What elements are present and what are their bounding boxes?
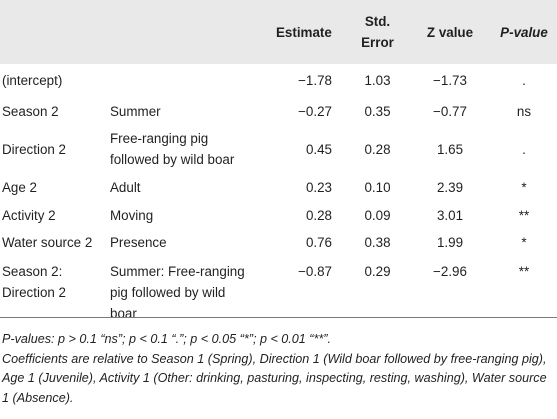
cell-std-error: 0.28 xyxy=(364,141,391,157)
cell-std-error: 1.03 xyxy=(364,73,391,88)
cell-std-error: 0.29 xyxy=(364,264,391,279)
cell-level-line2: pig followed by wild xyxy=(110,285,226,300)
footnote-p-values: P-values: p > 0.1 “ns”; p < 0.1 “.”; p <… xyxy=(2,332,331,346)
cell-level: Presence xyxy=(110,235,167,250)
cell-level-line1: Summer: Free-ranging xyxy=(110,264,245,279)
table-row: Age 2 Adult 0.23 0.10 2.39 * xyxy=(0,173,557,202)
cell-p-value: * xyxy=(521,235,527,250)
table-bottom-rule xyxy=(0,317,557,318)
header-std-error: Std. Error xyxy=(346,0,409,64)
footnote-coefficients: Coefficients are relative to Season 1 (S… xyxy=(2,351,547,405)
cell-p-value: . xyxy=(522,141,526,157)
cell-std-error: 0.10 xyxy=(364,180,391,195)
header-std-error-line2: Error xyxy=(361,35,394,50)
table-row: Direction 2 Free-ranging pig followed by… xyxy=(0,125,557,173)
table-footnotes: P-values: p > 0.1 “ns”; p < 0.1 “.”; p <… xyxy=(2,330,554,408)
header-z-value: Z value xyxy=(426,24,474,40)
table-row: Season 2 Summer −0.27 0.35 −0.77 ns xyxy=(0,97,557,125)
cell-z-value: −0.77 xyxy=(433,103,467,119)
regression-results-table: Estimate Std. Error Z value P-value (int… xyxy=(0,0,557,324)
cell-variable: Activity 2 xyxy=(2,207,56,223)
cell-level xyxy=(106,64,266,97)
cell-estimate: 0.45 xyxy=(305,141,332,157)
header-variable xyxy=(0,0,106,64)
cell-level-line1: Free-ranging pig xyxy=(110,131,209,146)
cell-level: Moving xyxy=(110,207,154,223)
header-estimate: Estimate xyxy=(276,24,332,40)
cell-estimate: −1.78 xyxy=(298,73,332,88)
results-table-container: Estimate Std. Error Z value P-value (int… xyxy=(0,0,557,324)
cell-z-value: −1.73 xyxy=(433,73,467,88)
table-row: Season 2: Direction 2 Summer: Free-rangi… xyxy=(0,257,557,324)
cell-z-value: 1.65 xyxy=(436,141,464,157)
cell-variable: (intercept) xyxy=(2,73,63,88)
cell-level: Free-ranging pig followed by wild boar xyxy=(106,125,266,173)
cell-p-value: ** xyxy=(518,207,530,223)
cell-std-error: 0.35 xyxy=(364,103,391,119)
cell-estimate: 0.23 xyxy=(305,180,332,195)
table-header-row: Estimate Std. Error Z value P-value xyxy=(0,0,557,64)
table-row: Water source 2 Presence 0.76 0.38 1.99 * xyxy=(0,228,557,257)
cell-std-error: 0.38 xyxy=(364,235,391,250)
header-std-error-line1: Std. xyxy=(364,14,391,29)
cell-estimate: 0.76 xyxy=(305,235,332,250)
cell-p-value: . xyxy=(522,73,526,88)
cell-variable: Season 2 xyxy=(2,103,59,119)
cell-level-line3: boar xyxy=(110,306,137,321)
cell-level: Summer xyxy=(110,103,161,119)
cell-z-value: 2.39 xyxy=(436,180,464,195)
cell-p-value: * xyxy=(521,180,527,195)
header-level xyxy=(106,0,266,64)
cell-z-value: 3.01 xyxy=(436,207,464,223)
cell-level: Summer: Free-ranging pig followed by wil… xyxy=(106,257,266,324)
cell-estimate: −0.87 xyxy=(298,264,332,279)
cell-variable: Water source 2 xyxy=(2,235,93,250)
table-row: (intercept) −1.78 1.03 −1.73 . xyxy=(0,64,557,97)
cell-estimate: −0.27 xyxy=(298,103,332,119)
table-row: Activity 2 Moving 0.28 0.09 3.01 ** xyxy=(0,202,557,228)
cell-variable-line1: Season 2: xyxy=(2,264,63,279)
cell-level-line2: followed by wild boar xyxy=(110,152,235,167)
cell-p-value: ** xyxy=(518,264,530,279)
cell-level: Adult xyxy=(110,180,141,195)
cell-variable: Season 2: Direction 2 xyxy=(0,257,106,324)
cell-std-error: 0.09 xyxy=(364,207,391,223)
cell-z-value: 1.99 xyxy=(436,235,464,250)
header-p-value: P-value xyxy=(500,24,548,40)
cell-variable: Direction 2 xyxy=(2,141,67,157)
cell-estimate: 0.28 xyxy=(305,207,332,223)
cell-z-value: −2.96 xyxy=(433,264,467,279)
cell-p-value: ns xyxy=(516,103,532,119)
cell-variable: Age 2 xyxy=(2,180,37,195)
cell-variable-line2: Direction 2 xyxy=(2,285,67,300)
